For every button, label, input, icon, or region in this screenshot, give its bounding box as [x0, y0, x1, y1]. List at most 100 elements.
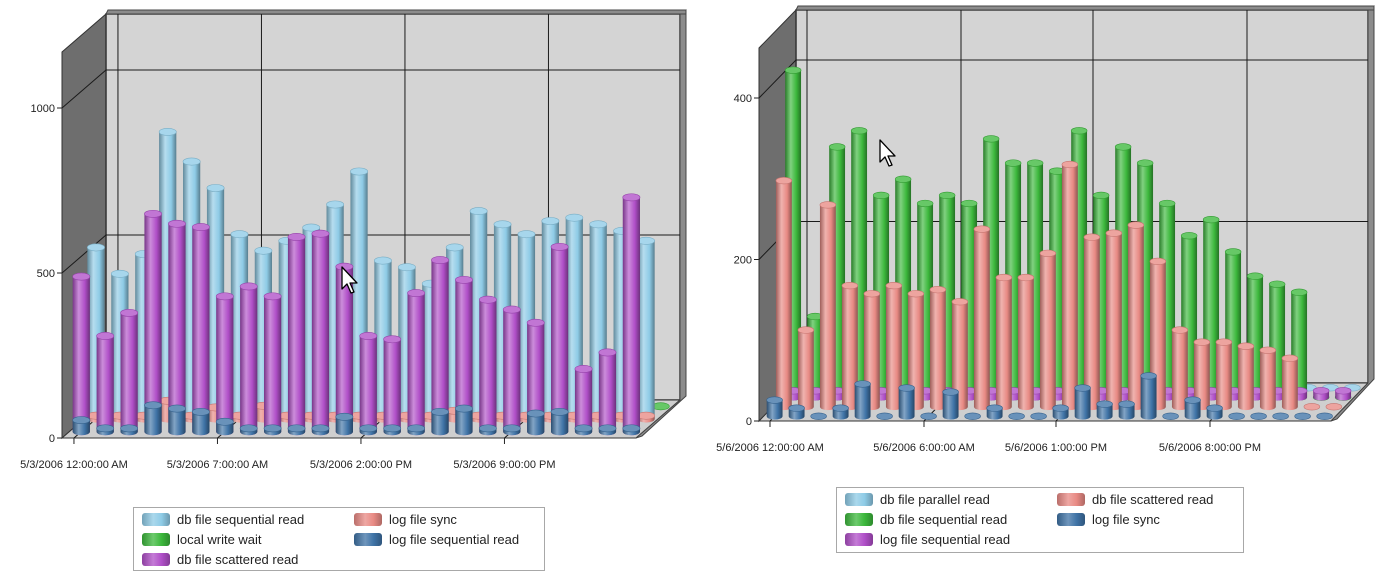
- chart-2-bar: [1052, 404, 1069, 420]
- chart-2-bar: [964, 412, 981, 420]
- legend-swatch: [142, 533, 170, 546]
- chart-2-bar: [775, 177, 793, 411]
- chart-1-bar: [550, 407, 569, 436]
- chart-1-bar: [96, 332, 115, 436]
- chart-2-bar: [1206, 404, 1223, 420]
- legend-swatch: [142, 553, 170, 566]
- chart-2-bar: [1237, 342, 1255, 411]
- chart-2-bar: [1008, 412, 1025, 420]
- chart-2-bar: [766, 396, 783, 420]
- chart-1-bar: [574, 365, 593, 436]
- legend-label: log file sync: [389, 512, 457, 527]
- chart-2-bar: [907, 290, 925, 411]
- chart-1-x-tick-label: 5/3/2006 2:00:00 PM: [310, 459, 412, 471]
- chart-2-bar: [1030, 412, 1047, 420]
- chart-1-bar: [550, 242, 569, 436]
- chart-2-bar: [1294, 412, 1311, 420]
- chart-2-bar: [1171, 326, 1189, 411]
- chart-2-bar: [863, 290, 881, 411]
- chart-2-x-tick-label: 5/6/2006 8:00:00 PM: [1159, 442, 1261, 454]
- chart-2-bar: [810, 412, 827, 420]
- chart-2-bar: [1259, 346, 1277, 411]
- chart-1-y-tick-label: 500: [37, 268, 55, 280]
- chart-1-bar: [168, 219, 186, 436]
- chart-1-bar: [637, 236, 655, 423]
- chart-2-bar: [876, 412, 893, 420]
- chart-1-bar: [239, 282, 258, 436]
- chart-1-bar: [263, 424, 282, 436]
- legend-label: db file sequential read: [177, 512, 305, 527]
- chart-2-bar: [898, 384, 915, 420]
- chart-1-bar: [574, 424, 593, 436]
- chart-1-bar: [455, 275, 473, 436]
- legend-item: db file sequential read: [142, 510, 332, 529]
- chart-1-bar: [598, 424, 617, 436]
- chart-2-bar: [1325, 403, 1343, 411]
- chart-2-bar: [1096, 400, 1113, 420]
- chart-2-bar: [1083, 233, 1101, 411]
- chart-1-bar: [72, 272, 91, 436]
- chart-1-x-tick-label: 5/3/2006 12:00:00 AM: [20, 459, 128, 471]
- chart-2-bar: [920, 412, 937, 420]
- legend-label: local write wait: [177, 532, 262, 547]
- legend-item: log file sequential read: [845, 530, 1035, 549]
- chart-2-bar: [1303, 403, 1321, 411]
- chart-1-bar: [407, 424, 426, 436]
- chart-2-bar: [1193, 338, 1211, 411]
- chart-2-bar: [1250, 412, 1267, 420]
- chart-1-bar: [359, 424, 378, 436]
- chart-2-bar: [951, 298, 969, 411]
- chart-2-bar: [1334, 387, 1352, 401]
- chart-1-bar: [215, 417, 234, 436]
- chart-1-bar: [263, 292, 282, 436]
- chart-2-bar: [1061, 160, 1079, 411]
- chart-1-top-frame: [105, 9, 687, 15]
- chart-1-bar: [383, 335, 402, 436]
- chart-2-bar: [819, 201, 837, 411]
- legend-label: log file sequential read: [880, 532, 1011, 547]
- chart-2-bar: [1228, 412, 1245, 420]
- chart-1-gridline: [61, 234, 107, 274]
- chart-2-bar: [1039, 249, 1057, 411]
- legend-label: db file parallel read: [880, 492, 990, 507]
- chart-2-bar: [788, 404, 805, 420]
- chart-1-bar: [287, 424, 306, 436]
- chart-2-bar: [942, 388, 959, 420]
- chart-2-bar: [1017, 273, 1035, 411]
- chart-1-bar: [478, 295, 497, 436]
- chart-1-bar: [120, 424, 139, 436]
- chart-1-bar: [72, 416, 91, 436]
- legend-swatch: [142, 513, 170, 526]
- chart-2-bar: [973, 225, 991, 411]
- chart-2-bar: [1127, 221, 1145, 411]
- chart-1-plot: 0 500 1000 5/3/2006 12:00:00 AM 5/3/2006 7:0…: [20, 9, 687, 471]
- chart-2-bar: [1272, 412, 1289, 420]
- chart-2-bar: [1281, 354, 1299, 411]
- chart-1-y-tick-label: 0: [49, 433, 55, 445]
- legend-item: log file sequential read: [354, 530, 536, 549]
- chart-1-bar: [335, 262, 354, 436]
- legend-swatch: [354, 533, 382, 546]
- chart-1-bar: [144, 401, 162, 436]
- chart-1-bar: [96, 424, 115, 436]
- chart-1-bar: [120, 308, 139, 436]
- chart-2-legend: db file parallel read db file scattered r…: [836, 487, 1244, 553]
- chart-1-legend: db file sequential read log file sync loca…: [133, 507, 545, 571]
- chart-1-bar: [502, 424, 521, 436]
- chart-2-bar: [1118, 400, 1135, 420]
- legend-item: db file parallel read: [845, 490, 1035, 509]
- chart-1-x-tick-label: 5/3/2006 9:00:00 PM: [453, 459, 555, 471]
- chart-2-y-tick-label: 200: [734, 255, 752, 267]
- chart-1-bar: [239, 424, 258, 436]
- chart-2-bar: [1105, 229, 1123, 411]
- chart-1-bar: [311, 424, 330, 436]
- legend-label: log file sync: [1092, 512, 1160, 527]
- chart-2-bar: [1074, 384, 1091, 420]
- chart-1-bar: [215, 292, 234, 436]
- chart-1-bar: [502, 305, 521, 436]
- chart-2-bar: [995, 273, 1013, 411]
- chart-1-bar: [622, 424, 641, 436]
- chart-1: 0 500 1000 5/3/2006 12:00:00 AM 5/3/2006 7:0…: [0, 0, 690, 480]
- chart-2-y-tick-label: 400: [734, 93, 752, 105]
- chart-2-gridline: [758, 59, 797, 99]
